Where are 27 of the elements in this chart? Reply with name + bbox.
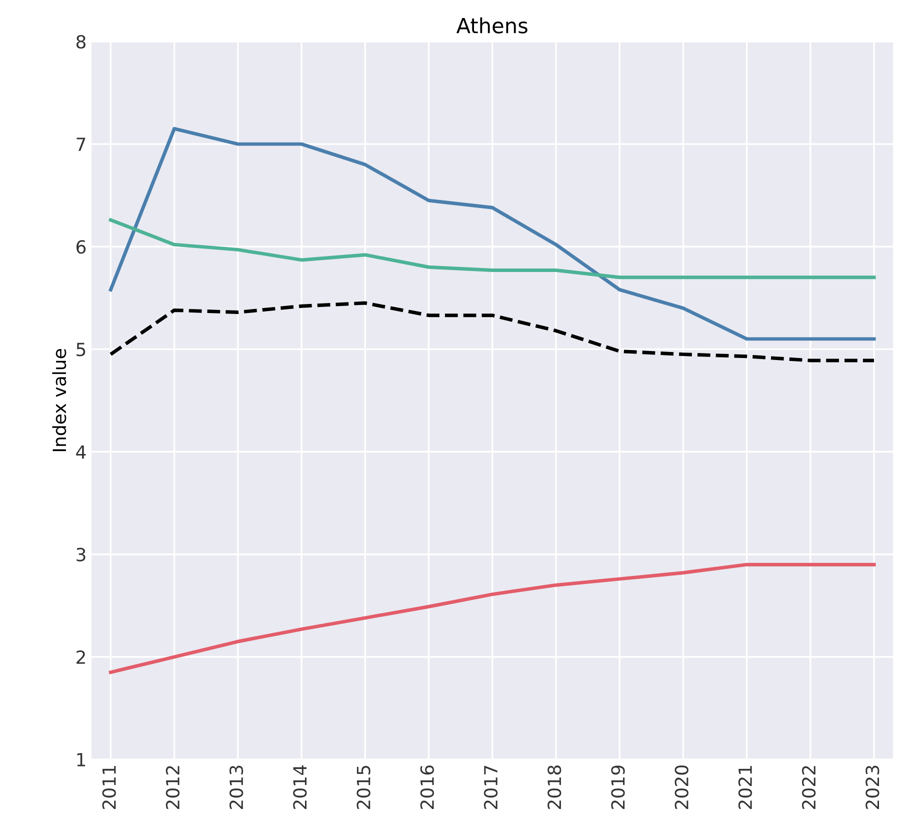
x-tick-label: 2013 xyxy=(229,766,244,809)
x-tick-label: 2011 xyxy=(102,766,116,809)
y-axis-title: Index value xyxy=(52,349,66,452)
line-series xyxy=(108,562,876,674)
line-series xyxy=(108,301,876,362)
y-tick-label: 2 xyxy=(76,650,85,664)
x-tick-label: 2017 xyxy=(484,766,498,809)
y-tick-label: 7 xyxy=(76,138,86,151)
x-tick-label: 2012 xyxy=(166,766,180,809)
line-series xyxy=(108,218,876,280)
y-tick-label: 4 xyxy=(76,445,86,459)
x-tick-label: 2016 xyxy=(420,765,434,809)
x-tick-label: 2021 xyxy=(738,766,752,809)
y-tick-label: 5 xyxy=(76,342,86,356)
x-tick-label: 2014 xyxy=(293,765,307,809)
x-tick-label: 2023 xyxy=(866,766,880,809)
x-tick-label: 2015 xyxy=(356,766,370,809)
x-tick-label: 2020 xyxy=(674,766,688,809)
x-tick-label: 2018 xyxy=(548,766,562,809)
x-tick-label: 2019 xyxy=(611,766,625,809)
y-tick-label: 1 xyxy=(77,753,86,766)
y-tick-label: 8 xyxy=(76,34,86,49)
line-series xyxy=(108,126,876,341)
x-tick-label: 2022 xyxy=(802,766,816,809)
y-tick-label: 6 xyxy=(76,240,86,254)
chart-title: Athens xyxy=(456,17,528,34)
y-tick-label: 3 xyxy=(76,548,86,562)
